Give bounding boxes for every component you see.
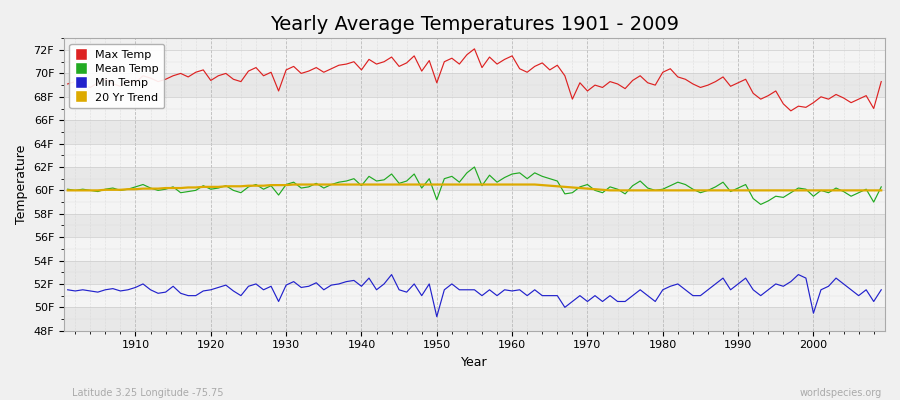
Text: worldspecies.org: worldspecies.org — [800, 388, 882, 398]
Bar — [64, 97, 885, 120]
Bar — [64, 284, 885, 307]
Text: Latitude 3.25 Longitude -75.75: Latitude 3.25 Longitude -75.75 — [72, 388, 223, 398]
Bar — [64, 260, 885, 284]
Bar — [64, 167, 885, 190]
Y-axis label: Temperature: Temperature — [15, 145, 28, 224]
Bar — [64, 237, 885, 260]
Title: Yearly Average Temperatures 1901 - 2009: Yearly Average Temperatures 1901 - 2009 — [270, 15, 679, 34]
Bar — [64, 50, 885, 74]
Bar — [64, 120, 885, 144]
Bar — [64, 214, 885, 237]
Bar — [64, 144, 885, 167]
Bar — [64, 190, 885, 214]
X-axis label: Year: Year — [461, 356, 488, 369]
Bar — [64, 307, 885, 331]
Bar — [64, 74, 885, 97]
Legend: Max Temp, Mean Temp, Min Temp, 20 Yr Trend: Max Temp, Mean Temp, Min Temp, 20 Yr Tre… — [69, 44, 164, 108]
